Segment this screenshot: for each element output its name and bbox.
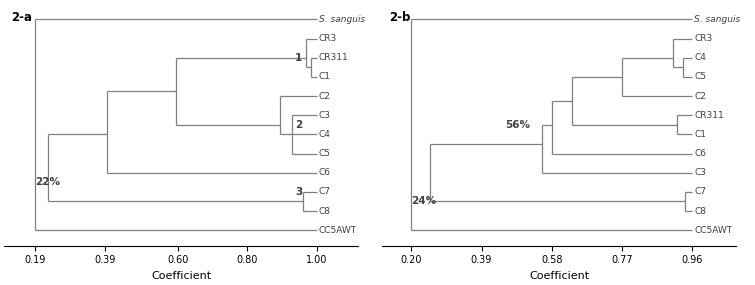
Text: 22%: 22% (35, 177, 60, 187)
Text: S. sanguis: S. sanguis (694, 15, 741, 24)
Text: S. sanguis: S. sanguis (319, 15, 365, 24)
Text: CC5AWT: CC5AWT (319, 226, 357, 235)
Text: C4: C4 (694, 53, 706, 62)
Text: 24%: 24% (411, 196, 436, 207)
Text: C6: C6 (694, 149, 706, 158)
Text: CR311: CR311 (319, 53, 349, 62)
Text: 1: 1 (295, 53, 302, 63)
Text: CC5AWT: CC5AWT (694, 226, 732, 235)
Text: C5: C5 (694, 72, 706, 82)
Text: 2-b: 2-b (389, 11, 411, 25)
Text: C5: C5 (319, 149, 331, 158)
Text: 3: 3 (295, 187, 302, 197)
Text: C2: C2 (319, 91, 331, 101)
Text: C8: C8 (694, 207, 706, 215)
Text: 2-a: 2-a (11, 11, 32, 25)
Text: C1: C1 (694, 130, 706, 139)
Text: C8: C8 (319, 207, 331, 215)
Text: C4: C4 (319, 130, 331, 139)
Text: CR311: CR311 (694, 111, 724, 120)
Text: 2: 2 (295, 120, 302, 130)
Text: 56%: 56% (506, 120, 531, 130)
X-axis label: Coefficient: Coefficient (529, 271, 589, 281)
Text: CR3: CR3 (319, 34, 337, 43)
Text: CR3: CR3 (694, 34, 713, 43)
Text: C7: C7 (319, 188, 331, 196)
Text: C1: C1 (319, 72, 331, 82)
X-axis label: Coefficient: Coefficient (151, 271, 211, 281)
Text: C3: C3 (319, 111, 331, 120)
Text: C6: C6 (319, 168, 331, 177)
Text: C2: C2 (694, 91, 706, 101)
Text: C7: C7 (694, 188, 706, 196)
Text: C3: C3 (694, 168, 706, 177)
